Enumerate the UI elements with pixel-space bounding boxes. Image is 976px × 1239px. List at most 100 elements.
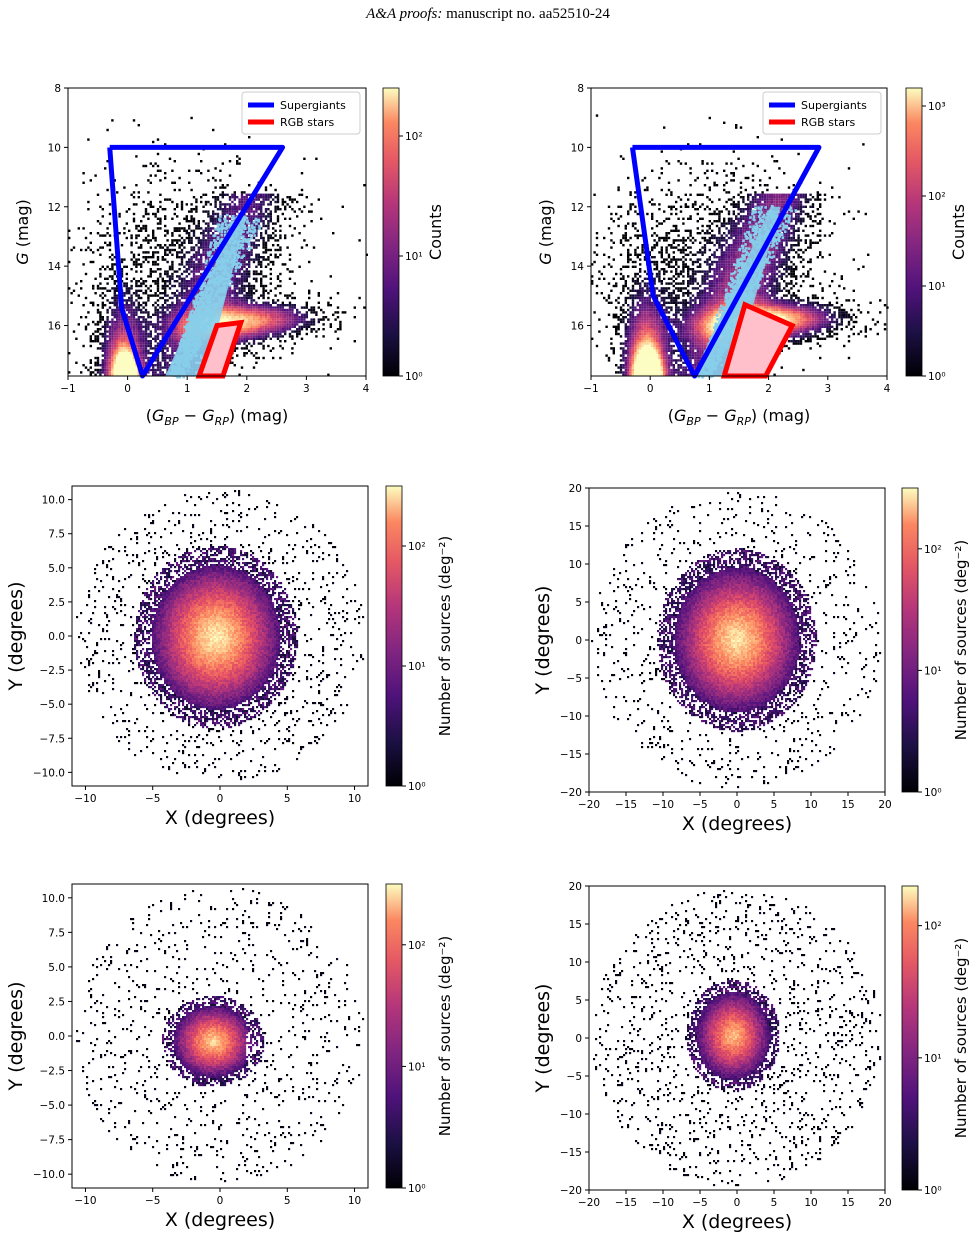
cmd-right-axes-frame [590, 87, 888, 377]
cmd-left-xlabel: (GBP − GRP) (mag) [146, 406, 288, 428]
cmd-right-ylabel: G (mag) [536, 199, 555, 265]
sky-bottom-right-colorbar: 10⁰ 10¹ 10² Number of sources (deg⁻²) [901, 885, 970, 1197]
sky-mid-right-ytick-1: −15 [560, 749, 582, 761]
cmd-right-cbar-tick-2: 10² [928, 191, 946, 203]
sky-bottom-left-ylabel: Y (degrees) [5, 982, 27, 1092]
sky-bottom-left-panel: −10 −5 0 5 10 −10.0 −7.5 −5.0 −2.5 0.0 2.5 5.0 7.5 10… [5, 883, 454, 1231]
sky-mid-left-cbar-tick-1: 10¹ [408, 661, 426, 673]
sky-mid-right-cbar-tick-1: 10¹ [924, 665, 942, 677]
sky-bottom-right-xlabel: X (degrees) [682, 1211, 792, 1233]
sky-mid-left-ytick-5: 2.5 [48, 597, 65, 609]
sky-mid-left-colorbar: 10⁰ 10¹ 10² Number of sources (deg⁻²) [385, 485, 454, 793]
sky-mid-left-ytick-8: 10.0 [42, 495, 65, 507]
sky-mid-right-ytick-7: 15 [569, 521, 582, 533]
sky-mid-left-colorbar-gradient [385, 485, 403, 787]
cmd-right-legend: Supergiants RGB stars [762, 91, 882, 135]
page-header: A&A proofs: manuscript no. aa52510-24 [0, 6, 976, 23]
sky-mid-right-xtick-5: 5 [771, 799, 778, 811]
cmd-right-xlabel: (GBP − GRP) (mag) [668, 406, 810, 428]
cmd-left-ytick-0: 8 [54, 83, 61, 95]
sky-bottom-right-xtick-7: 15 [841, 1197, 854, 1209]
sky-mid-right-xtick-1: −15 [615, 799, 637, 811]
cmd-right-colorbar: 10⁰ 10¹ 10² 10³ Counts [905, 87, 968, 383]
sky-mid-left-xtick-1: −5 [145, 793, 160, 805]
sky-bottom-left-colorbar-gradient [385, 883, 403, 1189]
sky-mid-right-xtick-7: 15 [841, 799, 854, 811]
cmd-right-cbar-tick-3: 10³ [928, 101, 946, 113]
sky-bottom-left-colorbar: 10⁰ 10¹ 10² Number of sources (deg⁻²) [385, 883, 454, 1195]
sky-bottom-left-ytick-3: −2.5 [40, 1066, 66, 1078]
sky-mid-right-cbar-tick-0: 10⁰ [924, 787, 942, 799]
cmd-left-cbar-tick-2: 10² [405, 131, 423, 143]
sky-mid-right-heatmap-cells [591, 492, 882, 789]
sky-mid-left-colorbar-label: Number of sources (deg⁻²) [436, 536, 454, 737]
cmd-right-ytick-4: 16 [571, 321, 585, 333]
sky-mid-right-xtick-2: −10 [652, 799, 674, 811]
sky-bottom-right-ytick-5: 5 [575, 995, 582, 1007]
sky-bottom-right-ytick-0: −20 [560, 1185, 582, 1197]
sky-mid-right-ytick-8: 20 [569, 483, 582, 495]
sky-mid-right-xtick-0: −20 [578, 799, 600, 811]
cmd-left-legend-label-0: Supergiants [280, 99, 346, 112]
sky-bottom-left-ytick-0: −10.0 [33, 1169, 65, 1181]
sky-bottom-left-ytick-2: −5.0 [40, 1100, 66, 1112]
cmd-left-colorbar-label: Counts [426, 204, 445, 260]
cmd-left-ytick-1: 10 [48, 142, 61, 154]
cmd-left-xtick-0: −1 [60, 383, 75, 395]
cmd-right-ytick-3: 14 [571, 261, 585, 273]
sky-mid-right-ytick-5: 5 [575, 597, 582, 609]
sky-bottom-right-ytick-2: −10 [560, 1109, 582, 1121]
sky-mid-right-panel: −20 −15 −10 −5 0 5 10 15 20 −20 −15 −10 −5 0 5 10 15 20 X … [532, 483, 970, 835]
sky-mid-left-ytick-7: 7.5 [48, 529, 65, 541]
sky-bottom-right-ytick-1: −15 [560, 1147, 582, 1159]
cmd-left-cbar-tick-1: 10¹ [405, 251, 423, 263]
sky-mid-left-ytick-0: −10.0 [33, 767, 65, 779]
sky-mid-left-heatmap-cells [76, 490, 365, 781]
cmd-left-xtick-2: 1 [184, 383, 191, 395]
sky-mid-right-ytick-4: 0 [575, 635, 582, 647]
sky-bottom-right-xtick-3: −5 [692, 1197, 707, 1209]
sky-mid-left-cbar-tick-0: 10⁰ [408, 781, 426, 793]
cmd-left-xtick-1: 0 [124, 383, 131, 395]
sky-bottom-left-xtick-0: −10 [74, 1195, 96, 1207]
cmd-left-ytick-2: 12 [48, 202, 61, 214]
cmd-right-ytick-1: 10 [571, 142, 584, 154]
cmd-right-ytick-0: 8 [577, 83, 584, 95]
cmd-right-xtick-0: −1 [583, 383, 598, 395]
sky-mid-right-colorbar-gradient [901, 487, 919, 793]
cmd-right-cbar-tick-1: 10¹ [928, 281, 946, 293]
sky-mid-right-ylabel: Y (degrees) [532, 586, 554, 696]
cmd-right-legend-label-0: Supergiants [801, 99, 867, 112]
journal-name: A&A proofs: [366, 6, 442, 22]
cmd-right-xtick-4: 3 [824, 383, 831, 395]
cmd-left-ytick-3: 14 [48, 261, 62, 273]
sky-bottom-left-xlabel: X (degrees) [165, 1209, 275, 1231]
manuscript-number: manuscript no. aa52510-24 [446, 6, 610, 22]
sky-bottom-right-ytick-3: −5 [567, 1071, 582, 1083]
sky-bottom-left-xtick-1: −5 [145, 1195, 160, 1207]
sky-mid-left-ytick-1: −7.5 [40, 733, 66, 745]
sky-bottom-left-ytick-7: 7.5 [48, 927, 65, 939]
sky-bottom-right-ytick-8: 20 [569, 881, 582, 893]
sky-mid-right-xtick-8: 20 [878, 799, 891, 811]
sky-mid-right-cbar-tick-2: 10² [924, 544, 942, 556]
sky-bottom-left-cbar-tick-1: 10¹ [408, 1061, 426, 1073]
cmd-left-xtick-4: 3 [303, 383, 310, 395]
cmd-left-legend-label-1: RGB stars [280, 116, 335, 129]
sky-bottom-left-ytick-4: 0.0 [48, 1031, 65, 1043]
sky-bottom-right-xtick-8: 20 [878, 1197, 891, 1209]
sky-mid-right-xtick-3: −5 [692, 799, 707, 811]
sky-mid-right-xtick-6: 10 [804, 799, 817, 811]
sky-bottom-right-ytick-4: 0 [575, 1033, 582, 1045]
cmd-left-xtick-3: 2 [243, 383, 250, 395]
sky-mid-right-xtick-4: 0 [734, 799, 741, 811]
cmd-right-colorbar-label: Counts [949, 204, 968, 260]
sky-bottom-right-cbar-tick-2: 10² [924, 921, 942, 933]
sky-mid-right-colorbar-label: Number of sources (deg⁻²) [952, 540, 970, 741]
cmd-right-cbar-tick-0: 10⁰ [928, 371, 946, 383]
sky-mid-right-ytick-6: 10 [569, 559, 582, 571]
sky-bottom-right-colorbar-gradient [901, 885, 919, 1191]
cmd-left-density-band [165, 215, 247, 376]
